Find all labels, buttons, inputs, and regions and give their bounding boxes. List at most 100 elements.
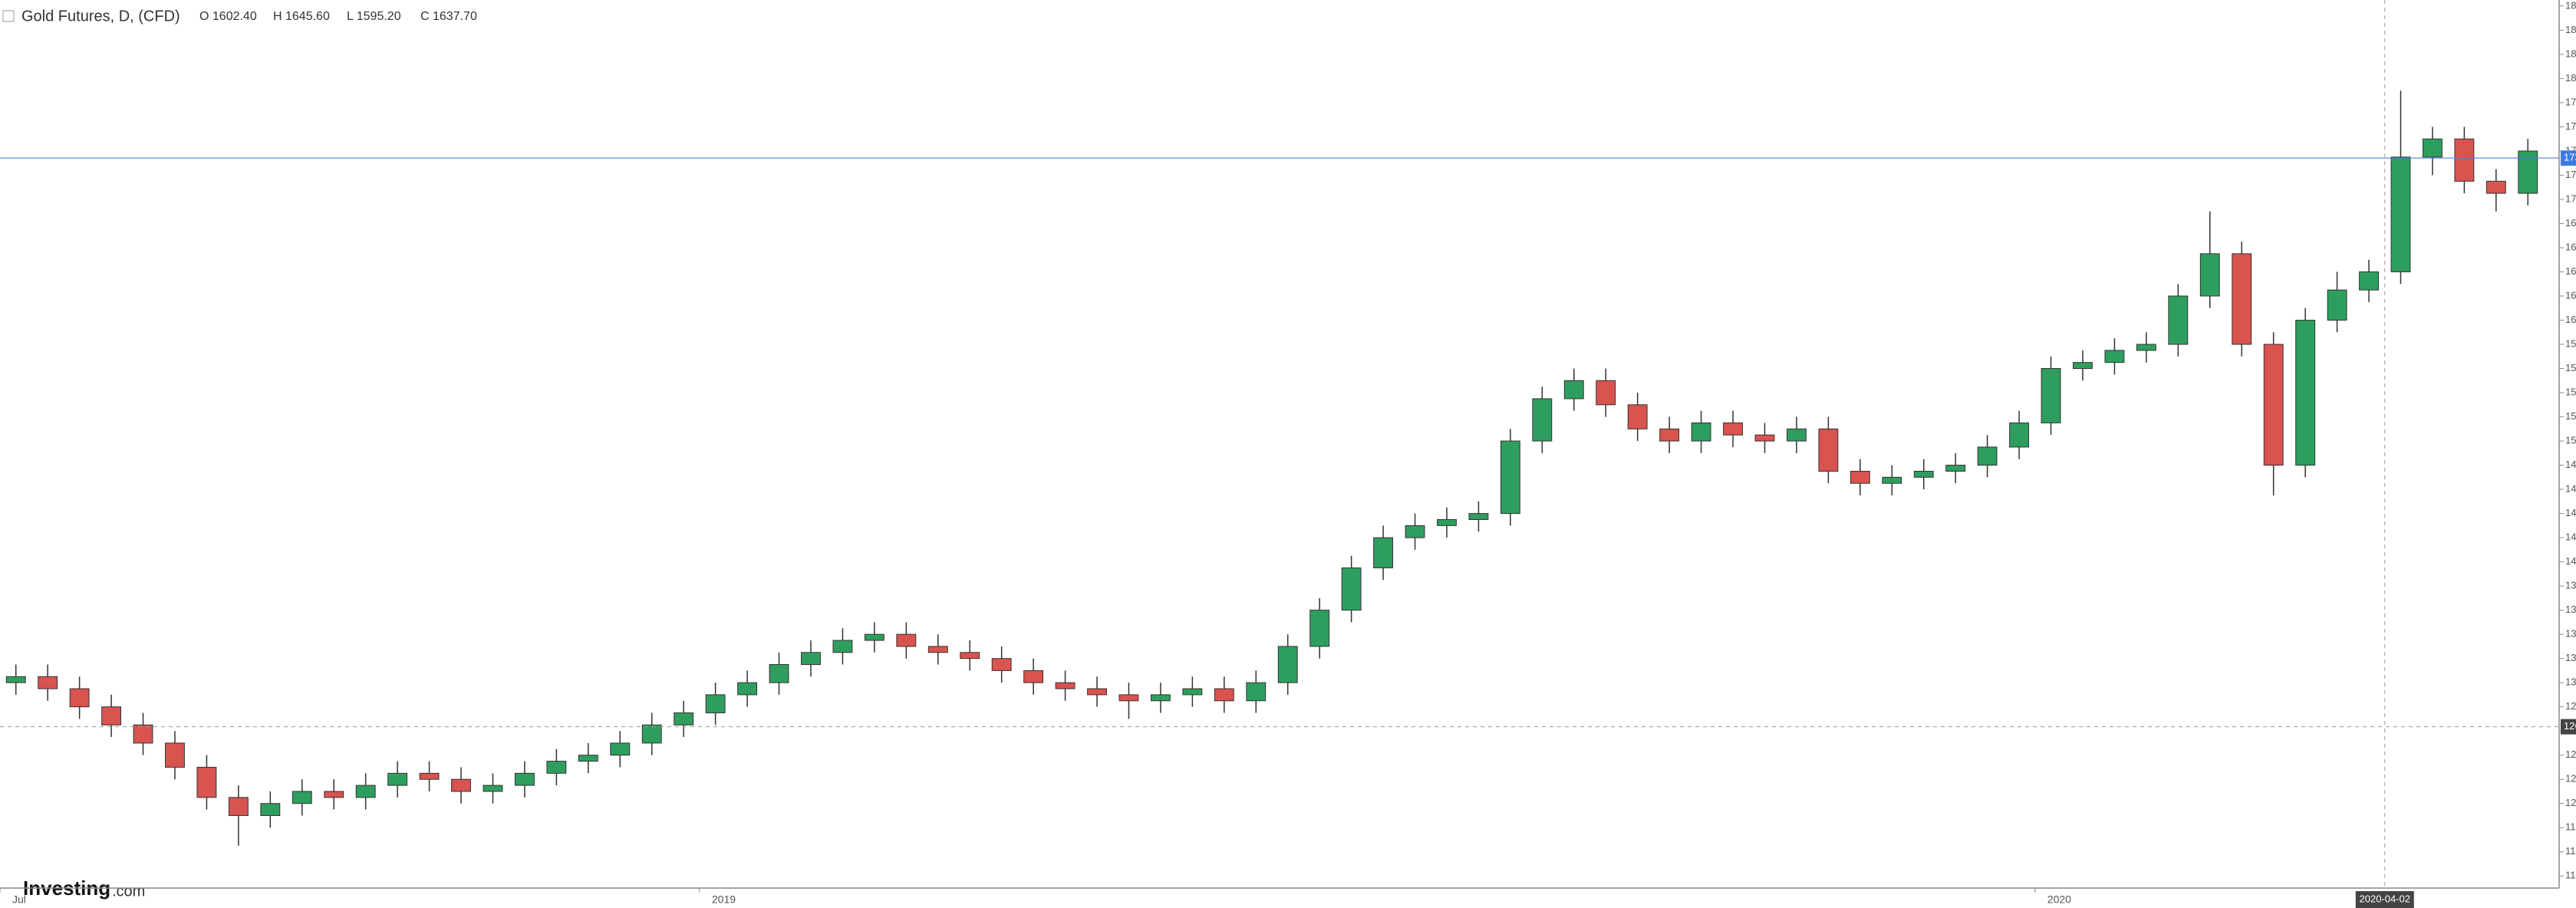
candle-body (1945, 465, 1966, 472)
candle-body (1500, 440, 1520, 515)
y-tick-label: 1580.00 (2565, 337, 2576, 349)
y-tick-label: 1460.00 (2565, 483, 2576, 495)
crosshair-date-label: 2020-04-02 (2360, 893, 2411, 904)
ohlc-value: H 1645.60 (273, 10, 330, 23)
candle-body (2232, 253, 2252, 345)
candle-body (1754, 434, 1775, 442)
candle-body (832, 640, 853, 653)
crosshair-price-badge (2561, 719, 2576, 735)
candle-body (1468, 513, 1489, 520)
y-tick-label: 1140.00 (2565, 870, 2576, 881)
y-tick-label: 1560.00 (2565, 362, 2576, 373)
candle-body (2327, 289, 2347, 321)
candle-body (801, 652, 821, 666)
candle-body (2295, 320, 2316, 466)
candle-body (1532, 398, 1553, 442)
candle-body (355, 785, 376, 798)
y-tick-label: 1300.00 (2565, 676, 2576, 688)
y-tick-label: 1360.00 (2565, 604, 2576, 615)
y-tick-label: 1620.00 (2565, 289, 2576, 301)
candle-body (228, 797, 249, 816)
y-tick-label: 1780.00 (2565, 96, 2576, 107)
candle-body (1818, 428, 1839, 472)
collapse-icon[interactable] (2, 10, 15, 22)
candle-body (260, 803, 281, 816)
y-tick-label: 1600.00 (2565, 314, 2576, 325)
candle-body (2168, 295, 2189, 345)
candle-body (1977, 446, 1998, 466)
y-tick-label: 1240.00 (2565, 748, 2576, 760)
candle-body (1659, 428, 1680, 442)
candle-body (2041, 368, 2061, 423)
candle-body (2199, 253, 2220, 297)
candle-body (2073, 362, 2093, 370)
candle-body (5, 676, 26, 683)
candle-body (1913, 470, 1934, 478)
ohlc-value: C 1637.70 (420, 10, 477, 23)
candle-body (483, 785, 503, 792)
candle-body (514, 772, 535, 786)
candle-body (2390, 156, 2411, 272)
candle-body (960, 652, 980, 660)
candle-body (451, 778, 471, 792)
candle-body (1723, 422, 1743, 436)
candle-body (1246, 682, 1267, 702)
y-tick-label: 1420.00 (2565, 531, 2576, 543)
y-tick-label: 1660.00 (2565, 241, 2576, 252)
y-tick-label: 1800.00 (2565, 72, 2576, 84)
x-tick-label: 2020 (2047, 893, 2071, 906)
candle-body (2518, 150, 2538, 194)
candle-body (133, 724, 153, 744)
candle-body (991, 658, 1012, 671)
brand-suffix: .com (112, 883, 145, 900)
candle-body (769, 664, 789, 683)
y-tick-label: 1340.00 (2565, 628, 2576, 640)
candle-body (2422, 138, 2443, 158)
candle-body (737, 682, 758, 696)
candle-body (1563, 380, 1584, 400)
candle-body (1786, 428, 1807, 442)
y-tick-label: 1480.00 (2565, 459, 2576, 470)
y-tick-label: 1640.00 (2565, 265, 2576, 277)
candle-body (1627, 404, 1648, 429)
y-tick-label: 1320.00 (2565, 652, 2576, 663)
candle-body (196, 766, 217, 798)
candle-body (2104, 350, 2125, 364)
candle-body (674, 712, 694, 725)
y-tick-label: 1680.00 (2565, 217, 2576, 229)
candle-body (1182, 688, 1203, 696)
candle-body (292, 791, 312, 804)
candle-body (896, 633, 917, 647)
candle-body (101, 706, 122, 725)
y-tick-label: 1180.00 (2565, 821, 2576, 833)
candle-body (546, 761, 567, 774)
candle-body (578, 755, 598, 762)
candle-body (864, 633, 884, 641)
candle-body (2009, 422, 2030, 448)
candle-body (38, 676, 58, 689)
y-tick-label: 1700.00 (2565, 192, 2576, 204)
candle-body (324, 791, 344, 798)
candle-body (387, 772, 408, 786)
y-tick-label: 1540.00 (2565, 386, 2576, 397)
x-tick-label: 2019 (712, 893, 736, 906)
candle-body (1691, 422, 1711, 442)
ohlc-value: O 1602.40 (199, 10, 257, 23)
candle-body (1437, 518, 1457, 526)
y-tick-label: 1280.00 (2565, 700, 2576, 712)
y-tick-label: 1760.00 (2565, 120, 2576, 132)
y-tick-label: 1160.00 (2565, 845, 2576, 857)
candle-body (1341, 567, 1362, 611)
y-tick-label: 1520.00 (2565, 410, 2576, 422)
candle-body (2263, 344, 2284, 466)
candle-body (1405, 525, 1425, 538)
y-tick-label: 1720.00 (2565, 169, 2576, 180)
candle-body (705, 694, 726, 714)
candle-body (2136, 344, 2156, 351)
candle-body (1277, 646, 1298, 683)
candle-body (927, 646, 948, 653)
y-tick-label: 1820.00 (2565, 48, 2576, 59)
